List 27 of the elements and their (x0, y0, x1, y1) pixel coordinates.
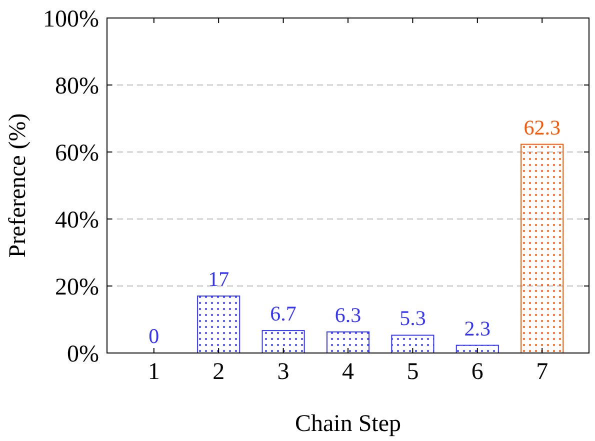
data-label: 6.7 (270, 302, 296, 326)
x-tick-label: 6 (471, 359, 484, 385)
bar (391, 334, 434, 354)
data-label: 6.3 (334, 302, 362, 327)
bar (197, 296, 240, 354)
data-label: 5.3 (400, 306, 426, 330)
y-tick-label: 80% (55, 73, 99, 100)
bar (326, 331, 370, 354)
data-label: 0 (148, 324, 160, 348)
data-label: 17 (208, 267, 230, 292)
bar (520, 144, 564, 354)
y-tick-label: 100% (43, 6, 99, 32)
x-tick-label: 2 (212, 359, 225, 385)
data-label: 2.3 (464, 316, 491, 340)
x-tick-label: 1 (148, 359, 160, 385)
y-axis-title: Preference (%) (5, 113, 31, 258)
x-axis-title: Chain Step (295, 411, 401, 437)
x-tick-label: 7 (536, 359, 548, 385)
x-tick-label: 5 (406, 359, 419, 385)
y-tick-label: 0% (67, 341, 99, 368)
y-tick-label: 60% (55, 140, 99, 166)
y-tick-label: 40% (55, 207, 99, 234)
x-tick-label: 4 (342, 359, 354, 385)
x-tick-label: 3 (277, 359, 290, 385)
data-label: 62.3 (524, 115, 560, 140)
bar (262, 330, 305, 354)
y-tick-label: 20% (55, 274, 99, 300)
